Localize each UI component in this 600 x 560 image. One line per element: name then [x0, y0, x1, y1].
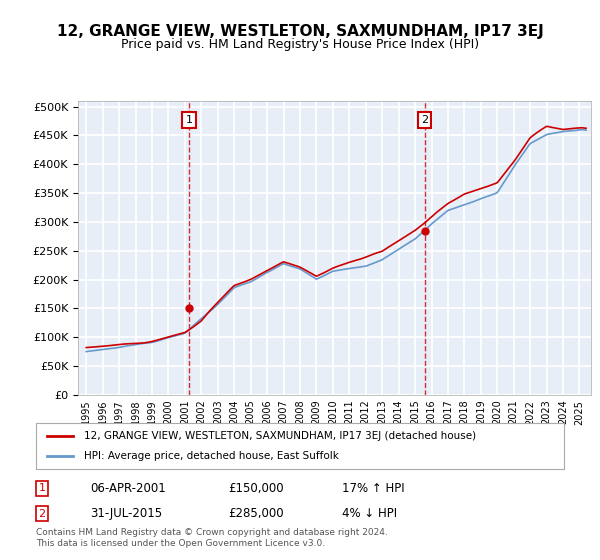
Text: 12, GRANGE VIEW, WESTLETON, SAXMUNDHAM, IP17 3EJ: 12, GRANGE VIEW, WESTLETON, SAXMUNDHAM, … [56, 24, 544, 39]
Text: Price paid vs. HM Land Registry's House Price Index (HPI): Price paid vs. HM Land Registry's House … [121, 38, 479, 51]
Text: 2: 2 [38, 508, 46, 519]
Text: 12, GRANGE VIEW, WESTLETON, SAXMUNDHAM, IP17 3EJ (detached house): 12, GRANGE VIEW, WESTLETON, SAXMUNDHAM, … [83, 431, 476, 441]
Text: 4% ↓ HPI: 4% ↓ HPI [342, 507, 397, 520]
Text: Contains HM Land Registry data © Crown copyright and database right 2024.
This d: Contains HM Land Registry data © Crown c… [36, 528, 388, 548]
Text: 2: 2 [421, 115, 428, 125]
Text: £150,000: £150,000 [228, 482, 284, 495]
Text: £285,000: £285,000 [228, 507, 284, 520]
Text: 1: 1 [38, 483, 46, 493]
Text: 17% ↑ HPI: 17% ↑ HPI [342, 482, 404, 495]
Text: HPI: Average price, detached house, East Suffolk: HPI: Average price, detached house, East… [83, 451, 338, 461]
Text: 1: 1 [186, 115, 193, 125]
Text: 31-JUL-2015: 31-JUL-2015 [90, 507, 162, 520]
Text: 06-APR-2001: 06-APR-2001 [90, 482, 166, 495]
